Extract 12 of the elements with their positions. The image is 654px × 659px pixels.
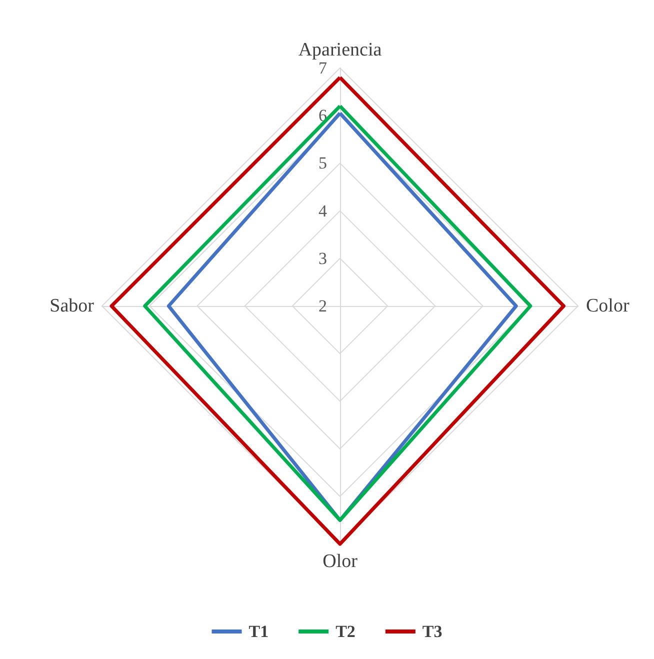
legend-label: T2 — [336, 622, 356, 641]
y-tick-label: 7 — [318, 58, 328, 78]
y-tick-label: 2 — [318, 296, 327, 316]
y-tick-label: 5 — [318, 154, 327, 173]
legend-label: T3 — [422, 622, 442, 641]
spoke-label: Apariencia — [298, 40, 382, 61]
spoke-label: Olor — [322, 551, 358, 572]
y-tick-label: 3 — [318, 248, 327, 268]
y-tick-label: 4 — [318, 201, 328, 220]
legend-label: T1 — [248, 622, 269, 641]
spoke-label: Color — [586, 296, 630, 316]
spoke-label: Sabor — [50, 296, 95, 316]
